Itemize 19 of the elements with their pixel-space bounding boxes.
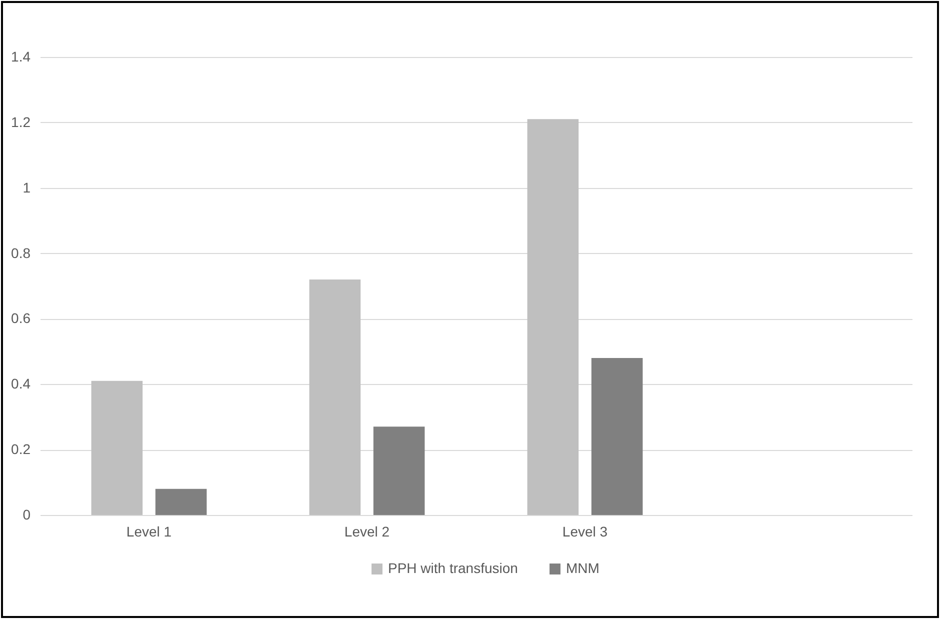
legend-label: PPH with transfusion [388,560,518,576]
x-tick-label: Level 1 [126,524,172,540]
y-tick-label: 1.2 [11,114,31,130]
y-tick-label: 0.6 [11,310,31,326]
y-tick-label: 0.8 [11,244,31,261]
y-tick-label: 1.4 [11,48,31,64]
bar [591,358,643,515]
legend-label: MNM [566,560,600,576]
bar [91,380,143,515]
bar [309,279,361,515]
y-tick-label: 0.2 [11,441,31,458]
y-tick-label: 0.4 [11,376,31,392]
bar [155,488,207,515]
y-tick-label: 1 [22,179,31,196]
x-tick-label: Level 3 [562,524,608,540]
bar [373,426,425,515]
y-tick-label: 0 [22,506,31,522]
bar [527,119,579,515]
x-tick-label: Level 2 [344,524,390,540]
